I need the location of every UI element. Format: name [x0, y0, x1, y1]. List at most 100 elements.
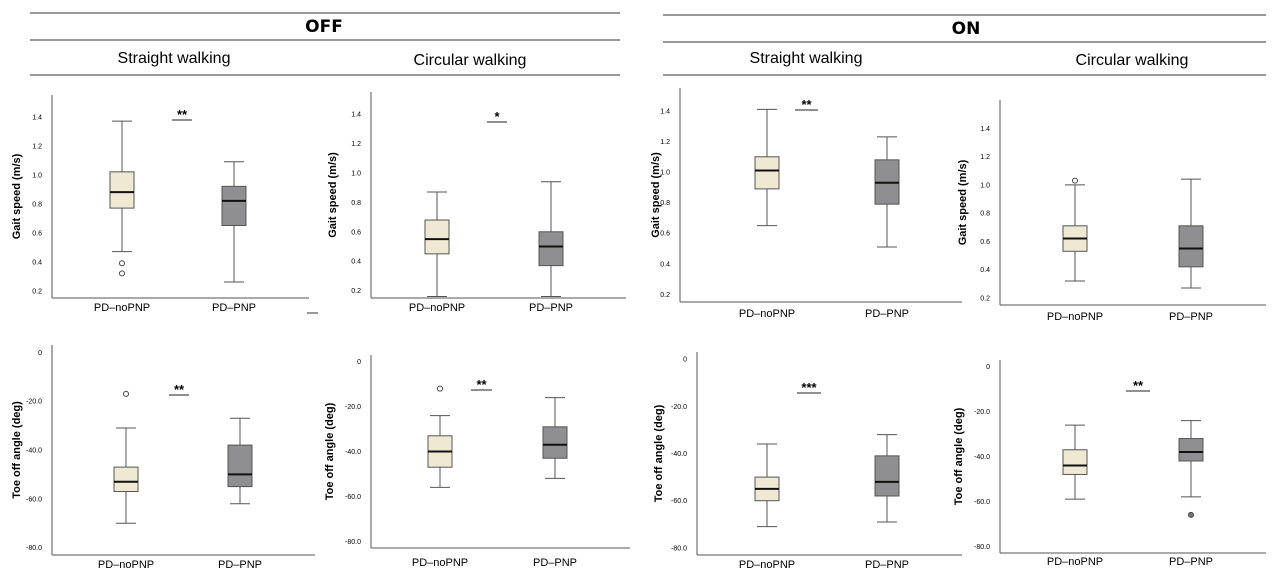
y-axis-label: Toe off angle (deg): [953, 407, 965, 505]
y-tick-label: 0.4: [980, 267, 990, 274]
y-tick-label: 0.6: [660, 231, 670, 238]
y-tick-label: -40.0: [974, 454, 990, 461]
y-tick-label: 1.2: [660, 139, 670, 146]
y-tick-label: -60.0: [671, 498, 687, 505]
category-label: PD–noPNP: [1047, 556, 1103, 568]
y-tick-label: -60.0: [345, 494, 361, 501]
category-label: PD–PNP: [1169, 311, 1213, 323]
y-tick-label: -20.0: [345, 404, 361, 411]
off-section-title: OFF: [305, 17, 343, 37]
box-pd-nopnp: [113, 390, 139, 524]
y-axis-label: Toe off angle (deg): [324, 402, 336, 500]
category-label: PD–PNP: [533, 557, 577, 569]
category-label: PD–noPNP: [739, 559, 795, 570]
box-pd-pnp: [538, 181, 564, 298]
y-tick-label: -80.0: [26, 545, 42, 552]
y-tick-label: 1.2: [980, 154, 990, 161]
y-tick-label: 0: [38, 350, 42, 357]
y-axis-label: Gait speed (m/s): [327, 152, 339, 238]
iqr-box: [1062, 449, 1088, 475]
y-tick-label: 0.2: [660, 292, 670, 299]
category-label: PD–PNP: [865, 559, 909, 570]
y-tick-label: 0.8: [660, 200, 670, 207]
box-pd-nopnp: [427, 385, 453, 488]
y-tick-label: -80.0: [974, 544, 990, 551]
outlier-point: [119, 270, 125, 277]
significance-stars: **: [174, 382, 185, 397]
on-section-title: ON: [952, 19, 981, 39]
y-tick-label: 1.0: [32, 172, 42, 179]
iqr-box: [754, 156, 780, 190]
y-tick-label: -20.0: [671, 404, 687, 411]
iqr-box: [221, 185, 247, 227]
significance-stars: **: [476, 377, 487, 392]
y-tick-label: -40.0: [26, 448, 42, 455]
category-label: PD–PNP: [865, 308, 909, 320]
outlier-point: [123, 390, 129, 397]
category-label: PD–PNP: [218, 559, 262, 570]
y-tick-label: -20.0: [974, 409, 990, 416]
y-tick-label: 1.4: [351, 112, 361, 119]
box-pd-nopnp: [754, 108, 780, 227]
iqr-box: [538, 231, 564, 267]
y-tick-label: -60.0: [974, 499, 990, 506]
y-axis-label: Toe off angle (deg): [11, 401, 23, 499]
y-tick-label: 0.2: [351, 288, 361, 295]
chart-on-straight-toeoff: 0 -20.0 -40.0 -60.0 -80.0 Toe off angle (deg)…: [653, 352, 962, 570]
y-axis-label: Gait speed (m/s): [650, 152, 662, 238]
y-tick-label: -80.0: [671, 545, 687, 552]
category-label: PD–PNP: [1169, 556, 1213, 568]
y-tick-label: 1.0: [660, 170, 670, 177]
box-pd-nopnp: [1062, 177, 1088, 282]
y-tick-label: -20.0: [26, 399, 42, 406]
y-tick-label: 1.4: [32, 114, 42, 121]
off-straight-title: Straight walking: [118, 50, 231, 67]
category-label: PD–noPNP: [94, 302, 150, 314]
panels: 0.2 0.4 0.6 0.8 1.0 1.2 1.4 Gait speed (m/s) PD–…: [11, 88, 1266, 570]
y-tick-label: 1.2: [351, 141, 361, 148]
y-tick-label: 0.6: [32, 230, 42, 237]
chart-off-circular-toeoff: 0 -20.0 -40.0 -60.0 -80.0 Toe off angle (deg)…: [324, 355, 630, 569]
chart-off-straight-speed: 0.2 0.4 0.6 0.8 1.0 1.2 1.4 Gait speed (m/s) PD–…: [11, 95, 309, 314]
iqr-box: [113, 466, 139, 493]
category-label: PD–PNP: [529, 302, 573, 314]
outlier-point: [119, 260, 125, 267]
iqr-box: [424, 219, 450, 255]
y-tick-label: 0.8: [32, 201, 42, 208]
significance-stars: **: [177, 107, 188, 122]
y-axis-label: Toe off angle (deg): [653, 404, 665, 502]
y-axis-label: Gait speed (m/s): [11, 153, 23, 239]
chart-on-circular-speed: 0.2 0.4 0.6 0.8 1.0 1.2 1.4 Gait speed (m/s) PD–…: [957, 100, 1266, 323]
y-tick-label: 0.4: [660, 261, 670, 268]
y-tick-label: 0.4: [32, 259, 42, 266]
category-label: PD–noPNP: [409, 302, 465, 314]
y-tick-label: 0.6: [980, 239, 990, 246]
y-axis-label: Gait speed (m/s): [957, 159, 969, 245]
outlier-point: [1072, 177, 1078, 184]
category-label: PD–PNP: [212, 302, 256, 314]
chart-off-circular-speed: 0.2 0.4 0.6 0.8 1.0 1.2 1.4 Gait speed (m/s) PD–…: [327, 92, 626, 314]
box-pd-pnp: [221, 161, 247, 283]
outlier-point: [437, 385, 443, 392]
y-tick-label: 0.8: [351, 200, 361, 207]
off-circular-title: Circular walking: [414, 52, 527, 69]
iqr-box: [1178, 225, 1204, 268]
significance-stars: **: [801, 97, 812, 112]
y-tick-label: -60.0: [26, 496, 42, 503]
y-tick-label: 1.4: [980, 126, 990, 133]
significance-stars: ***: [801, 380, 817, 395]
box-pd-pnp: [874, 434, 900, 523]
y-tick-label: 1.4: [660, 108, 670, 115]
box-pd-nopnp: [109, 120, 135, 277]
iqr-box: [227, 444, 253, 488]
chart-on-circular-toeoff: 0 -20.0 -40.0 -60.0 -80.0 Toe off angle (deg)…: [953, 360, 1266, 568]
y-tick-label: 0: [357, 359, 361, 366]
y-tick-label: 0.2: [32, 288, 42, 295]
y-tick-label: 0.4: [351, 259, 361, 266]
y-tick-label: 0: [683, 357, 687, 364]
significance-stars: **: [1133, 378, 1144, 393]
box-pd-pnp: [1178, 178, 1204, 289]
y-tick-label: 0.8: [980, 211, 990, 218]
box-pd-pnp: [874, 136, 900, 248]
